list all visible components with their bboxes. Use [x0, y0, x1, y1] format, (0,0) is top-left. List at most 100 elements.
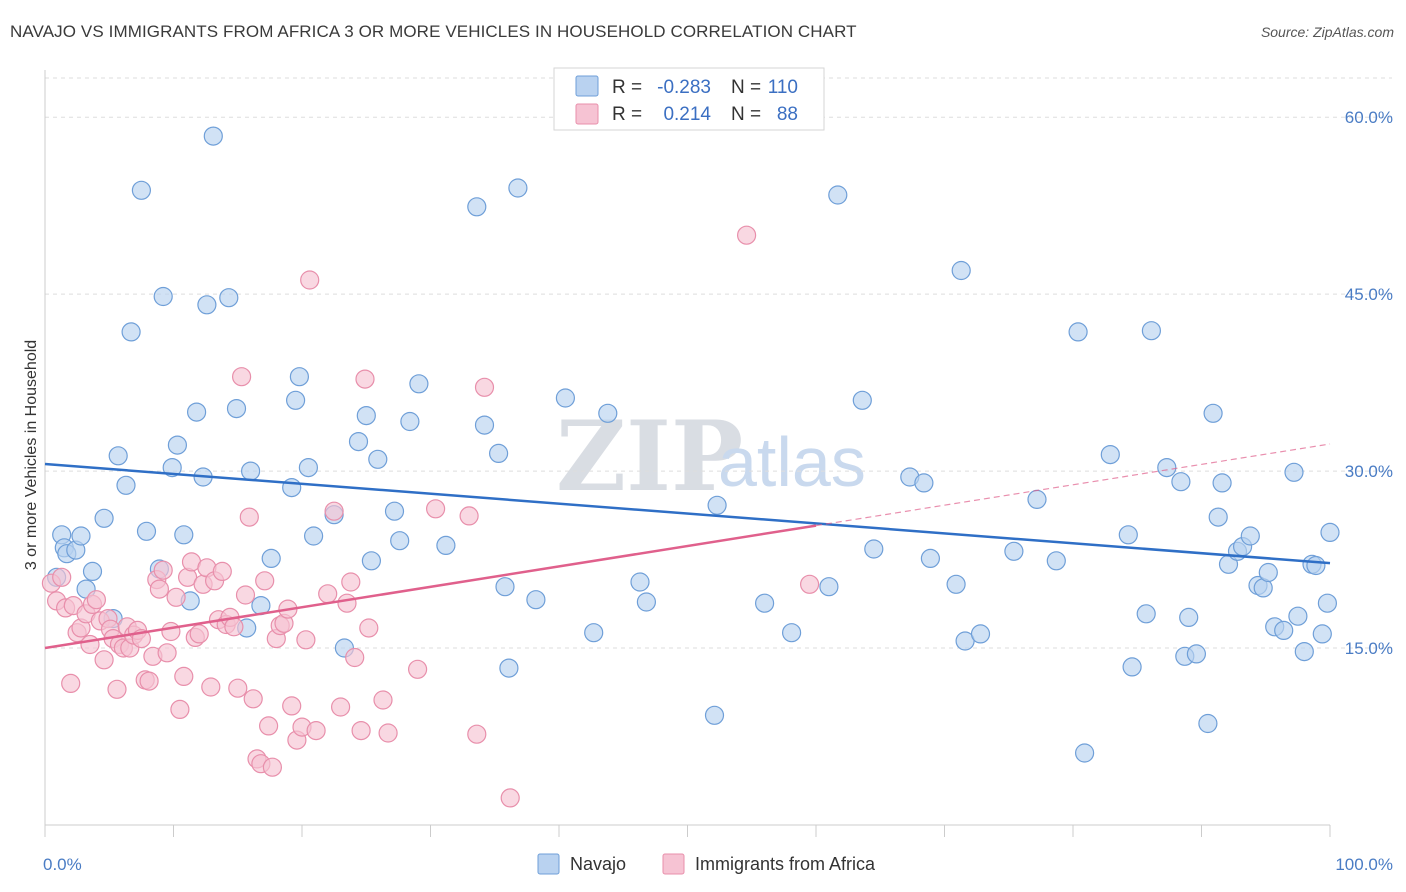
axis-layer: 15.0% 30.0% 45.0% 60.0% 0.0% 100.0% [43, 70, 1393, 874]
grid-layer [45, 77, 1392, 649]
navajo-point [1320, 522, 1340, 543]
watermark-zip: ZIP [556, 400, 743, 513]
navajo-point [1208, 507, 1228, 527]
africa-point [736, 225, 757, 245]
navajo-point [1171, 472, 1191, 492]
legend-n-label-2: N = [731, 104, 761, 125]
africa-point [94, 650, 114, 670]
navajo-point [108, 446, 128, 466]
navajo-point [1212, 473, 1232, 493]
bottom-legend-navajo: Navajo [570, 854, 626, 874]
navajo-point [174, 525, 194, 545]
africa-point [500, 788, 520, 808]
navajo-point [1027, 489, 1047, 509]
navajo-point [584, 623, 604, 643]
africa-point [235, 585, 256, 605]
navajo-point [828, 185, 848, 205]
africa-point [378, 723, 398, 743]
navajo-point [951, 260, 971, 281]
africa-point [212, 561, 232, 582]
africa-point [474, 377, 495, 397]
navajo-point [368, 449, 388, 469]
legend-box: R = -0.283 N = 110 R = 0.214 N = 88 [553, 67, 825, 131]
points-layer [41, 126, 1340, 808]
africa-point [355, 369, 375, 389]
africa-point [296, 630, 316, 650]
africa-point [166, 587, 186, 607]
navajo-point [131, 180, 151, 200]
navajo-point [598, 403, 618, 423]
africa-point [373, 690, 393, 710]
navajo-point [226, 399, 247, 419]
y-tick-label: 30.0% [1345, 462, 1393, 481]
navajo-point [1122, 657, 1142, 677]
navajo-point [1240, 526, 1260, 546]
navajo-point [555, 388, 576, 408]
navajo-point [630, 572, 650, 592]
navajo-point [390, 531, 410, 551]
navajo-point [1074, 743, 1095, 763]
africa-point [259, 716, 279, 736]
africa-point [243, 689, 263, 709]
navajo-point [94, 508, 114, 528]
navajo-point [1258, 562, 1278, 583]
navajo-point [1186, 644, 1207, 664]
navajo-point [289, 367, 309, 387]
legend-n-value-1: 110 [768, 77, 798, 98]
navajo-point [348, 432, 369, 452]
navajo-point [286, 390, 306, 410]
africa-point [426, 499, 446, 519]
africa-point [107, 679, 127, 699]
navajo-point [1284, 462, 1304, 482]
legend-r-value-1: -0.283 [657, 77, 711, 98]
y-tick-label: 45.0% [1345, 285, 1393, 304]
trend-layer [44, 443, 1331, 650]
africa-point [351, 720, 371, 741]
navajo-point [1179, 607, 1199, 628]
africa-point [61, 673, 81, 694]
legend-n-label-1: N = [731, 77, 761, 98]
africa-point [52, 567, 72, 587]
navajo-point [1274, 620, 1294, 641]
x-tick-label-min: 0.0% [43, 855, 82, 874]
navajo-point [1046, 551, 1066, 571]
navajo-point [121, 322, 141, 342]
africa-point [139, 671, 159, 691]
bottom-legend-swatch-navajo [537, 853, 560, 875]
navajo-point [1203, 403, 1223, 423]
navajo-point [495, 577, 515, 597]
africa-point [189, 624, 209, 644]
source-label: Source: ZipAtlas.com [1260, 24, 1394, 40]
navajo-point [1288, 606, 1308, 626]
navajo-point [499, 658, 519, 678]
navajo-point [467, 197, 487, 217]
legend-r-label-1: R = [612, 77, 642, 98]
navajo-point [1294, 641, 1314, 662]
navajo-point [946, 574, 966, 594]
navajo-point [219, 288, 239, 308]
navajo-point [187, 402, 207, 422]
navajo-point [298, 458, 318, 478]
navajo-point [162, 458, 182, 478]
legend-r-value-2: 0.214 [663, 104, 711, 125]
bottom-legend-africa: Immigrants from Africa [695, 854, 876, 874]
africa-point [228, 678, 248, 698]
navajo-point [1198, 713, 1218, 734]
navajo-point [400, 411, 420, 432]
navajo-trend-line [44, 462, 1331, 565]
africa-point [232, 367, 252, 387]
navajo-point [1141, 321, 1162, 341]
africa-point [282, 696, 302, 716]
y-tick-label: 60.0% [1345, 108, 1393, 127]
africa-point [341, 572, 361, 592]
navajo-point [914, 473, 934, 493]
bottom-legend-swatch-africa [662, 853, 685, 875]
navajo-point [1068, 322, 1088, 342]
navajo-point [781, 623, 802, 643]
navajo-point [707, 495, 727, 515]
navajo-point [361, 551, 381, 571]
watermark: ZIP atlas [556, 400, 866, 513]
africa-point [408, 659, 428, 679]
africa-point [337, 593, 357, 613]
y-tick-label: 15.0% [1345, 639, 1393, 658]
